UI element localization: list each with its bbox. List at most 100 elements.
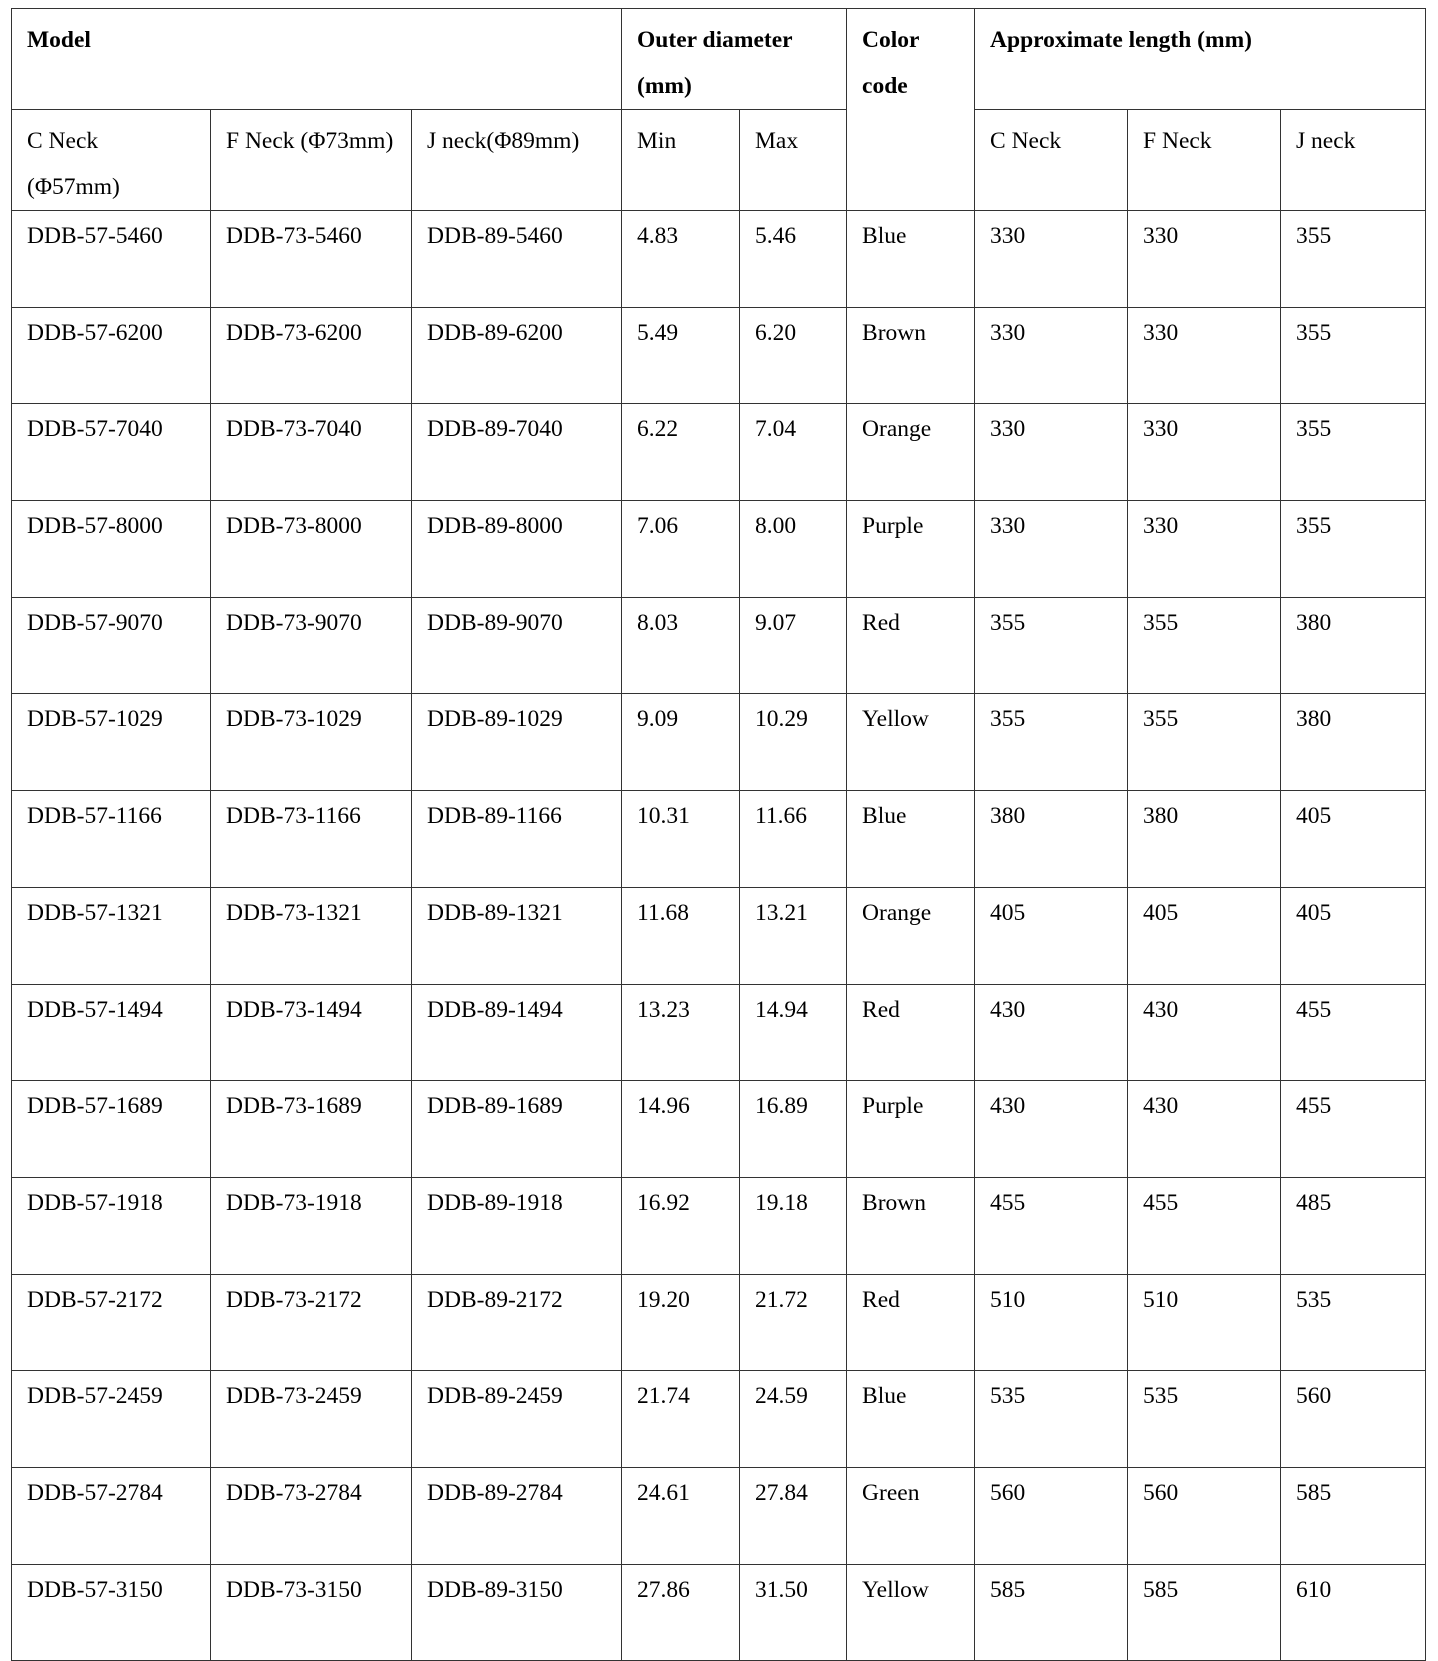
header-length-f-neck: F Neck <box>1127 109 1282 211</box>
cell-length-f-neck: 380 <box>1127 790 1282 888</box>
cell-max-diameter: 6.20 <box>739 306 848 405</box>
cell-j-neck-model: DDB-89-2784 <box>410 1466 623 1565</box>
cell-f-neck-model: DDB-73-5460 <box>210 210 412 308</box>
cell-min-diameter: 6.22 <box>621 403 741 502</box>
cell-min-diameter: 11.68 <box>621 886 741 985</box>
table-row: DDB-57-1321 DDB-73-1321 DDB-89-1321 11.68 13… <box>11 886 1427 985</box>
cell-length-f-neck: 330 <box>1127 306 1282 405</box>
cell-f-neck-model: DDB-73-7040 <box>210 403 412 502</box>
cell-max-diameter: 21.72 <box>739 1273 848 1372</box>
header-j-neck: J neck(Φ89mm) <box>410 109 623 211</box>
cell-c-neck-model: DDB-57-6200 <box>11 306 211 405</box>
cell-length-f-neck: 330 <box>1127 210 1282 308</box>
cell-f-neck-model: DDB-73-3150 <box>210 1563 412 1661</box>
table-row: DDB-57-5460 DDB-73-5460 DDB-89-5460 4.83 5.4… <box>11 210 1427 308</box>
cell-length-f-neck: 510 <box>1127 1273 1282 1372</box>
cell-color-code: Purple <box>846 1080 976 1178</box>
table-row: DDB-57-8000 DDB-73-8000 DDB-89-8000 7.06 8.0… <box>11 500 1427 598</box>
cell-color-code: Brown <box>846 306 976 405</box>
cell-min-diameter: 7.06 <box>621 500 741 598</box>
cell-length-f-neck: 430 <box>1127 983 1282 1082</box>
cell-length-j-neck: 405 <box>1280 790 1427 888</box>
cell-length-j-neck: 355 <box>1280 500 1427 598</box>
table-row: DDB-57-2459 DDB-73-2459 DDB-89-2459 21.74 24… <box>11 1370 1427 1468</box>
cell-c-neck-model: DDB-57-5460 <box>11 210 211 308</box>
cell-f-neck-model: DDB-73-1689 <box>210 1080 412 1178</box>
cell-max-diameter: 31.50 <box>739 1563 848 1661</box>
cell-j-neck-model: DDB-89-3150 <box>410 1563 623 1661</box>
cell-c-neck-model: DDB-57-2459 <box>11 1370 211 1468</box>
cell-min-diameter: 21.74 <box>621 1370 741 1468</box>
table-row: DDB-57-3150 DDB-73-3150 DDB-89-3150 27.86 31… <box>11 1563 1427 1661</box>
cell-max-diameter: 27.84 <box>739 1466 848 1565</box>
cell-min-diameter: 10.31 <box>621 790 741 888</box>
cell-c-neck-model: DDB-57-1918 <box>11 1176 211 1275</box>
cell-length-c-neck: 330 <box>974 306 1129 405</box>
cell-color-code: Yellow <box>846 693 976 792</box>
table-row: DDB-57-1918 DDB-73-1918 DDB-89-1918 16.92 19… <box>11 1176 1427 1275</box>
cell-length-j-neck: 380 <box>1280 596 1427 695</box>
specification-table: Model Outer diameter (mm) Color code App… <box>10 8 1427 1661</box>
cell-length-c-neck: 355 <box>974 596 1129 695</box>
cell-length-j-neck: 355 <box>1280 403 1427 502</box>
cell-length-f-neck: 535 <box>1127 1370 1282 1468</box>
cell-length-j-neck: 485 <box>1280 1176 1427 1275</box>
header-model: Model <box>10 8 623 110</box>
cell-length-f-neck: 405 <box>1127 886 1282 985</box>
cell-length-c-neck: 330 <box>974 210 1129 308</box>
cell-c-neck-model: DDB-57-1166 <box>11 790 211 888</box>
cell-c-neck-model: DDB-57-2784 <box>11 1466 211 1565</box>
cell-length-j-neck: 355 <box>1280 210 1427 308</box>
table-row: DDB-57-1689 DDB-73-1689 DDB-89-1689 14.96 16… <box>11 1080 1427 1178</box>
table-row: DDB-57-9070 DDB-73-9070 DDB-89-9070 8.03 9.0… <box>11 596 1427 695</box>
cell-color-code: Orange <box>846 403 976 502</box>
cell-c-neck-model: DDB-57-1494 <box>11 983 211 1082</box>
cell-length-j-neck: 585 <box>1280 1466 1427 1565</box>
cell-length-c-neck: 405 <box>974 886 1129 985</box>
cell-f-neck-model: DDB-73-1029 <box>210 693 412 792</box>
cell-color-code: Orange <box>846 886 976 985</box>
cell-length-c-neck: 330 <box>974 500 1129 598</box>
cell-j-neck-model: DDB-89-1918 <box>410 1176 623 1275</box>
cell-max-diameter: 24.59 <box>739 1370 848 1468</box>
cell-length-f-neck: 455 <box>1127 1176 1282 1275</box>
cell-max-diameter: 13.21 <box>739 886 848 985</box>
cell-j-neck-model: DDB-89-1166 <box>410 790 623 888</box>
cell-color-code: Blue <box>846 1370 976 1468</box>
cell-f-neck-model: DDB-73-9070 <box>210 596 412 695</box>
cell-length-c-neck: 380 <box>974 790 1129 888</box>
cell-length-c-neck: 330 <box>974 403 1129 502</box>
cell-min-diameter: 24.61 <box>621 1466 741 1565</box>
cell-length-f-neck: 585 <box>1127 1563 1282 1661</box>
cell-max-diameter: 10.29 <box>739 693 848 792</box>
cell-j-neck-model: DDB-89-1689 <box>410 1080 623 1178</box>
cell-length-j-neck: 455 <box>1280 983 1427 1082</box>
cell-max-diameter: 7.04 <box>739 403 848 502</box>
cell-f-neck-model: DDB-73-8000 <box>210 500 412 598</box>
cell-c-neck-model: DDB-57-1029 <box>11 693 211 792</box>
cell-min-diameter: 5.49 <box>621 306 741 405</box>
cell-max-diameter: 14.94 <box>739 983 848 1082</box>
cell-color-code: Green <box>846 1466 976 1565</box>
cell-length-c-neck: 535 <box>974 1370 1129 1468</box>
cell-min-diameter: 4.83 <box>621 210 741 308</box>
cell-j-neck-model: DDB-89-5460 <box>410 210 623 308</box>
cell-color-code: Blue <box>846 210 976 308</box>
cell-j-neck-model: DDB-89-9070 <box>410 596 623 695</box>
cell-color-code: Blue <box>846 790 976 888</box>
cell-color-code: Purple <box>846 500 976 598</box>
cell-j-neck-model: DDB-89-8000 <box>410 500 623 598</box>
cell-length-f-neck: 330 <box>1127 500 1282 598</box>
cell-color-code: Brown <box>846 1176 976 1275</box>
cell-min-diameter: 27.86 <box>621 1563 741 1661</box>
cell-length-f-neck: 560 <box>1127 1466 1282 1565</box>
cell-c-neck-model: DDB-57-8000 <box>11 500 211 598</box>
cell-length-j-neck: 610 <box>1280 1563 1427 1661</box>
cell-f-neck-model: DDB-73-6200 <box>210 306 412 405</box>
cell-f-neck-model: DDB-73-1321 <box>210 886 412 985</box>
cell-length-c-neck: 430 <box>974 1080 1129 1178</box>
header-c-neck: C Neck (Φ57mm) <box>11 109 211 211</box>
cell-c-neck-model: DDB-57-3150 <box>11 1563 211 1661</box>
cell-max-diameter: 5.46 <box>739 210 848 308</box>
header-color-code: Color code <box>846 8 976 211</box>
